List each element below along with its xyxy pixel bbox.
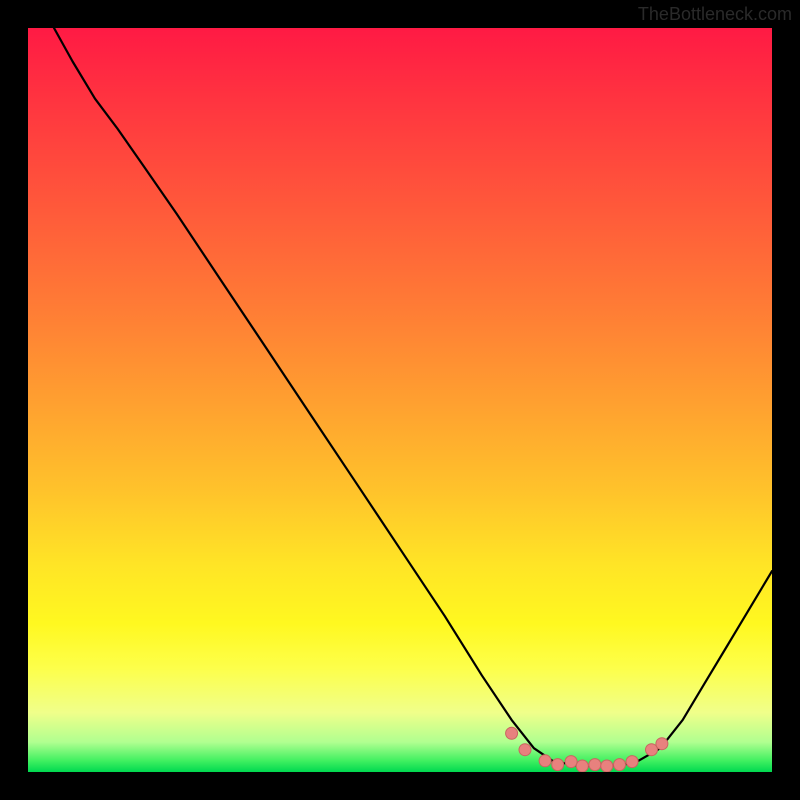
watermark-text: TheBottleneck.com [638,4,792,25]
marker-dot [614,759,626,771]
marker-dot [601,760,613,772]
bottleneck-curve [28,28,772,772]
marker-dot [626,756,638,768]
marker-dot [539,755,551,767]
marker-dot [565,756,577,768]
marker-dot [589,759,601,771]
marker-dot [656,738,668,750]
marker-dot [506,727,518,739]
marker-dot [576,760,588,772]
marker-dot [519,744,531,756]
marker-dot [552,759,564,771]
chart-plot-area [28,28,772,772]
